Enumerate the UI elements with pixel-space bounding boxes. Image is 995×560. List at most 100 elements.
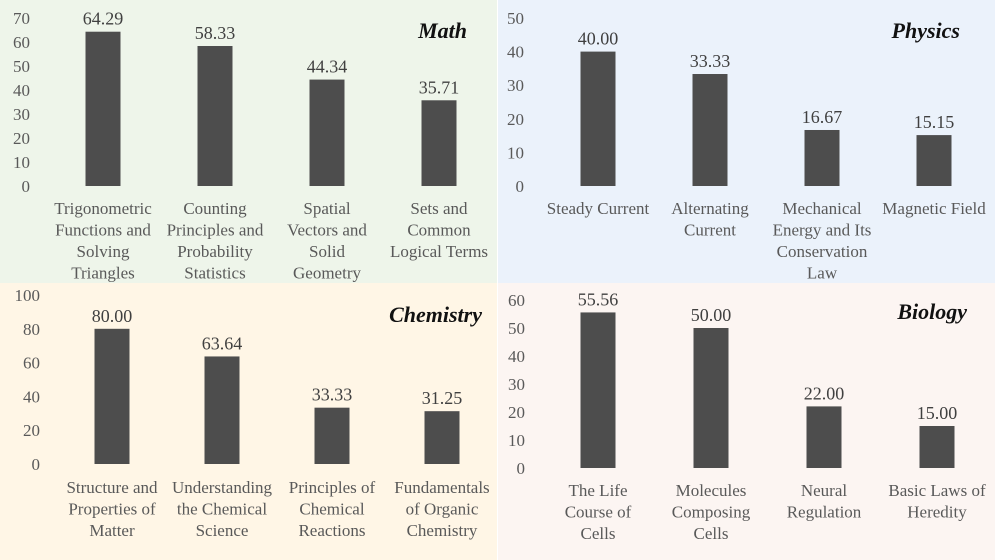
- biology-ytick-label: 0: [517, 459, 526, 478]
- chemistry-category-label: Structure and: [66, 478, 158, 497]
- physics-category-label: Magnetic Field: [882, 199, 986, 218]
- biology-chart-panel: Biology 0 10 20 30 40 50 60 55.56 The Life Course…: [498, 283, 995, 560]
- chemistry-category-label: Principles of: [289, 478, 376, 497]
- biology-bar: [806, 406, 842, 468]
- math-data-label: 58.33: [195, 23, 236, 43]
- physics-chart-panel: Physics 0 10 20 30 40 50 40.00 Steady Current 33…: [498, 0, 995, 283]
- math-data-label: 44.34: [307, 57, 348, 77]
- biology-category-label: Regulation: [787, 503, 862, 522]
- chemistry-data-label: 80.00: [92, 306, 133, 326]
- math-ytick-label: 30: [13, 105, 30, 124]
- physics-category-label: Steady Current: [547, 199, 650, 218]
- biology-ytick-label: 20: [508, 403, 525, 422]
- chemistry-category-label: Chemical: [299, 500, 364, 519]
- biology-ytick-label: 40: [508, 347, 525, 366]
- biology-ytick-label: 10: [508, 431, 525, 450]
- math-data-label: 35.71: [419, 77, 460, 97]
- physics-category-label: Conservation: [777, 242, 868, 261]
- physics-bar: [580, 51, 616, 186]
- math-ytick-label: 10: [13, 153, 30, 172]
- chemistry-ytick-label: 80: [23, 320, 40, 339]
- biology-category-label: Neural: [801, 481, 848, 500]
- math-category-label: Geometry: [293, 264, 361, 283]
- physics-ytick-label: 0: [516, 177, 525, 196]
- math-ytick-label: 70: [13, 9, 30, 28]
- physics-data-label: 33.33: [690, 51, 731, 71]
- physics-chart-svg: 0 10 20 30 40 50 40.00 Steady Current 33.33 Alter…: [507, 9, 986, 283]
- physics-chart-title: Physics: [891, 18, 960, 43]
- biology-chart-svg: 0 10 20 30 40 50 60 55.56 The Life Course of Cells…: [508, 289, 986, 543]
- math-category-label: Counting: [183, 199, 247, 218]
- biology-category-label: Molecules: [676, 481, 747, 500]
- chemistry-category-label: Chemistry: [407, 521, 478, 540]
- biology-category-label: Basic Laws of: [888, 481, 986, 500]
- chemistry-data-label: 31.25: [422, 388, 463, 408]
- chemistry-ytick-label: 20: [23, 421, 40, 440]
- chemistry-ytick-label: 60: [23, 354, 40, 373]
- biology-data-label: 22.00: [804, 383, 845, 403]
- physics-category-label: Current: [684, 221, 736, 240]
- physics-bar: [916, 135, 952, 186]
- math-category-label: Logical Terms: [390, 242, 488, 261]
- biology-ytick-label: 60: [508, 291, 525, 310]
- math-bar: [85, 31, 121, 187]
- chemistry-bar: [94, 328, 130, 464]
- math-category-label: Triangles: [71, 264, 135, 283]
- math-category-label: Spatial: [303, 199, 350, 218]
- biology-category-label: Composing: [672, 503, 751, 522]
- physics-data-label: 16.67: [802, 107, 843, 127]
- physics-data-label: 15.15: [914, 112, 955, 132]
- math-ytick-label: 0: [22, 177, 31, 196]
- math-bar: [197, 46, 233, 187]
- biology-bar: [919, 426, 955, 468]
- chemistry-category-label: Science: [196, 521, 249, 540]
- physics-category-label: Mechanical: [782, 199, 862, 218]
- biology-category-label: Course of: [565, 503, 632, 522]
- math-ytick-label: 50: [13, 57, 30, 76]
- biology-data-label: 15.00: [917, 403, 958, 423]
- math-category-label: Principles and: [167, 221, 264, 240]
- physics-ytick-label: 10: [507, 143, 524, 162]
- math-chart-svg: 0 10 20 30 40 50 60 70 64.29 Trigonometric Functio…: [13, 9, 488, 283]
- chemistry-category-label: of Organic: [406, 500, 479, 519]
- chemistry-bar: [314, 407, 350, 464]
- math-category-label: Solid: [309, 242, 345, 261]
- math-category-label: Sets and: [410, 199, 468, 218]
- math-data-label: 64.29: [83, 9, 124, 29]
- physics-ytick-label: 50: [507, 9, 524, 28]
- physics-ytick-label: 40: [507, 43, 524, 62]
- biology-ytick-label: 50: [508, 319, 525, 338]
- math-ytick-label: 60: [13, 33, 30, 52]
- chemistry-ytick-label: 100: [15, 286, 41, 305]
- physics-data-label: 40.00: [578, 29, 619, 49]
- chemistry-category-label: Fundamentals: [394, 478, 489, 497]
- physics-category-label: Energy and Its: [773, 221, 872, 240]
- physics-ytick-label: 30: [507, 76, 524, 95]
- biology-ytick-label: 30: [508, 375, 525, 394]
- chemistry-category-label: Properties of: [68, 500, 156, 519]
- math-category-label: Solving: [77, 242, 130, 261]
- chemistry-data-label: 33.33: [312, 385, 353, 405]
- math-category-label: Vectors and: [287, 221, 367, 240]
- biology-category-label: Heredity: [907, 503, 967, 522]
- math-category-label: Common: [407, 221, 471, 240]
- chemistry-category-label: Reactions: [298, 521, 365, 540]
- physics-bar: [692, 74, 728, 186]
- math-category-label: Probability: [177, 242, 253, 261]
- math-bar: [421, 100, 457, 186]
- biology-data-label: 55.56: [578, 289, 619, 309]
- physics-ytick-label: 20: [507, 110, 524, 129]
- chemistry-data-label: 63.64: [202, 333, 243, 353]
- biology-category-label: Cells: [694, 524, 729, 543]
- chemistry-ytick-label: 40: [23, 387, 40, 406]
- math-category-label: Statistics: [184, 264, 245, 283]
- chemistry-category-label: Matter: [89, 521, 135, 540]
- chemistry-chart-svg: 0 20 40 60 80 100 80.00 Structure and Properties…: [15, 286, 490, 540]
- chemistry-chart-title: Chemistry: [389, 302, 482, 327]
- math-bar: [309, 79, 345, 186]
- chemistry-ytick-label: 0: [32, 455, 41, 474]
- chemistry-category-label: the Chemical: [177, 500, 267, 519]
- math-chart-title: Math: [418, 18, 467, 43]
- chemistry-chart-panel: Chemistry 0 20 40 60 80 100 80.00 Structure and…: [0, 283, 497, 560]
- biology-category-label: Cells: [581, 524, 616, 543]
